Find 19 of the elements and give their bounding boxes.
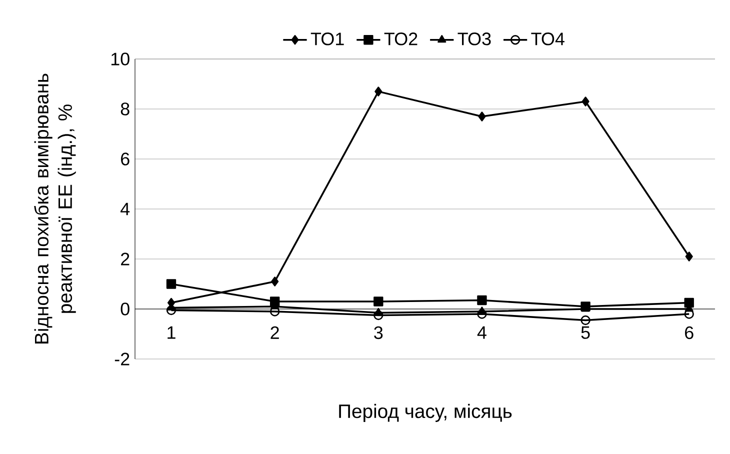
y-tick-label: 10 xyxy=(111,52,130,66)
x-tick-label: 1 xyxy=(168,326,176,339)
x-tick-label: 3 xyxy=(374,326,383,340)
legend-label: ТО3 xyxy=(458,32,491,46)
y-tick-label: 6 xyxy=(121,152,130,166)
x-tick-label: 4 xyxy=(477,326,486,339)
legend-label: ТО2 xyxy=(384,32,418,46)
x-tick-label: 6 xyxy=(685,326,694,340)
x-tick-label: 2 xyxy=(270,326,279,339)
y-axis-title: Відносна похибка вимірювань реактивної ЕЕ (інд.), % xyxy=(34,74,76,344)
y-tick-label: -2 xyxy=(114,352,130,366)
y-tick-label: 0 xyxy=(120,302,130,316)
legend-label: ТО1 xyxy=(310,32,344,46)
x-axis-title: Період часу, місяць xyxy=(339,404,512,422)
legend-label: ТО4 xyxy=(531,32,564,46)
x-tick-label: 5 xyxy=(581,326,590,339)
y-tick-label: 4 xyxy=(120,202,130,216)
y-tick-label: 8 xyxy=(120,102,130,116)
y-tick-label: 2 xyxy=(121,252,130,266)
